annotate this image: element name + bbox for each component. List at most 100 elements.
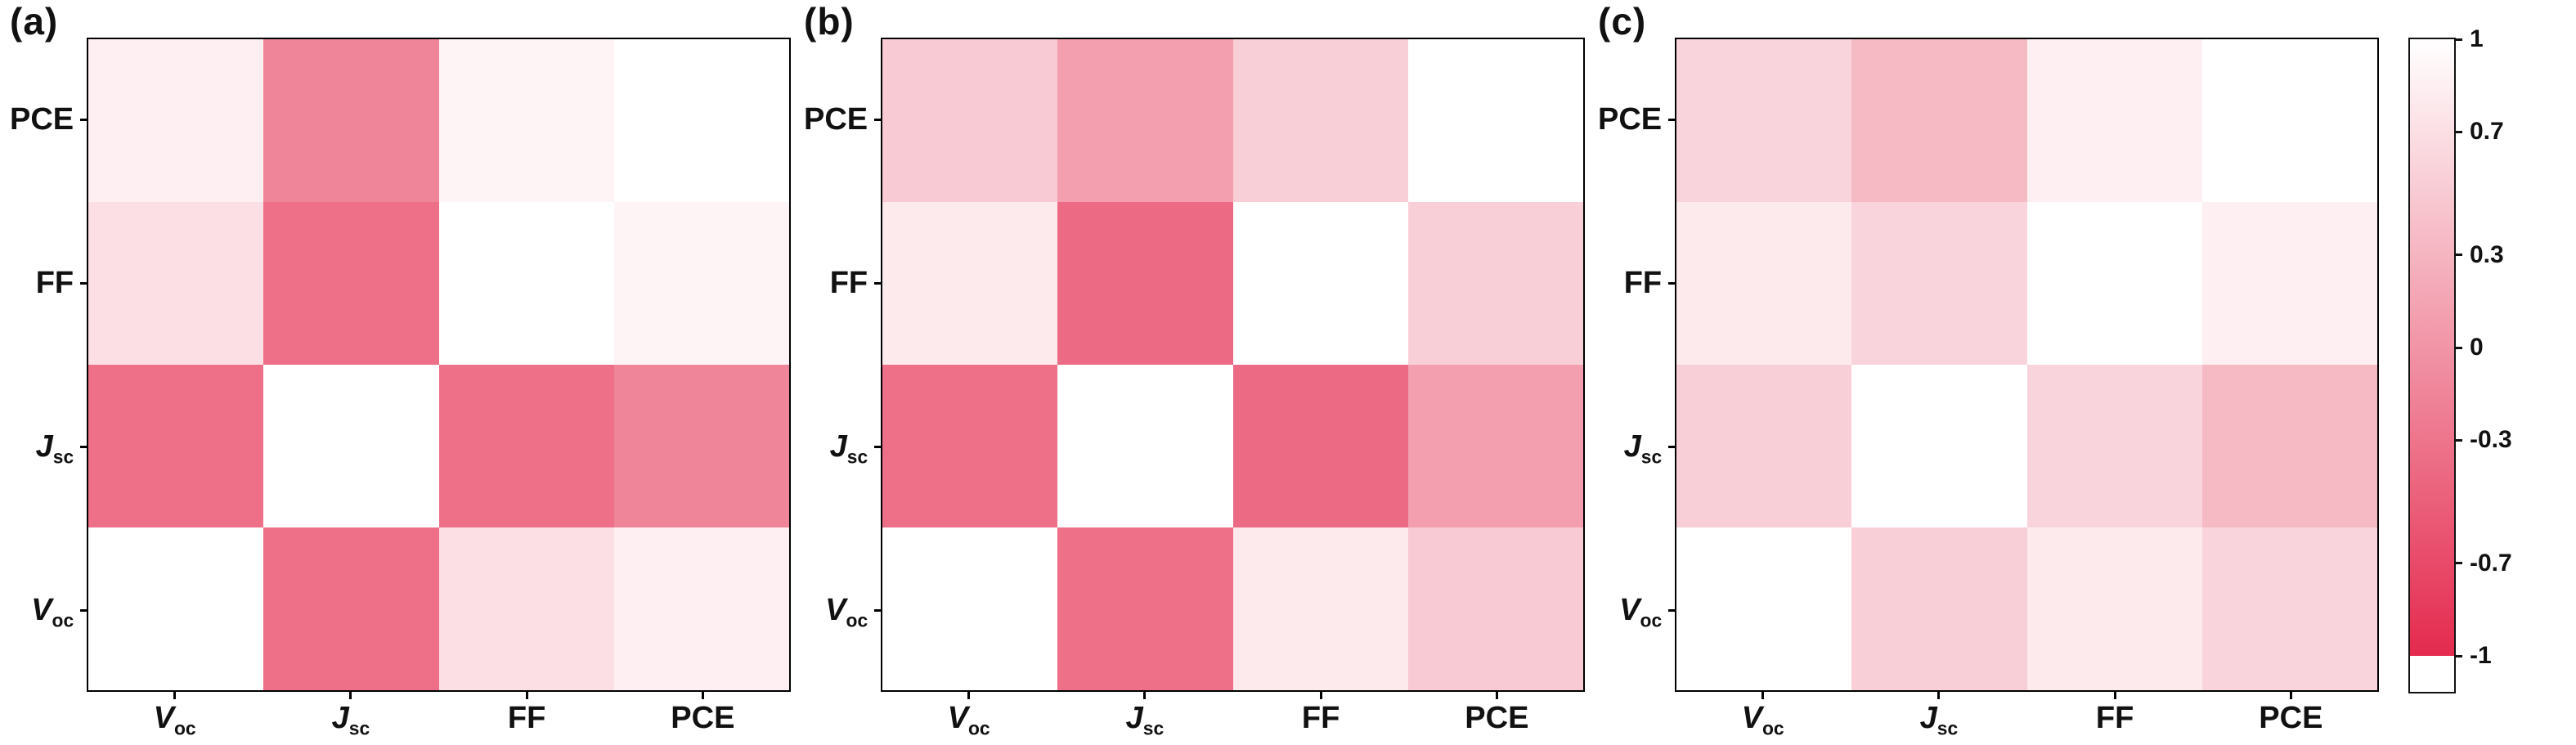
axis-label-main: PCE [1465,701,1529,735]
colorbar-tick-label: -0.7 [2470,549,2512,577]
heatmap-cell-ff-ff [1232,202,1408,365]
colorbar-tick-mark [2454,346,2462,349]
heatmap-cell-pce-voc [1676,39,1852,202]
axis-label-main: FF [507,701,546,735]
axis-label-voc: Voc [154,701,196,739]
axis-label-pce: PCE [1598,102,1662,137]
y-tick-mark [1668,608,1677,612]
x-tick-pce: PCE [2203,692,2379,741]
axis-label-pce: PCE [1465,701,1528,736]
axis-label-main: FF [1623,265,1663,300]
colorbar-bar: 1 0.7 0.3 0 -0.3 -0.7 -1 [2408,25,2512,693]
heatmap-cell-voc-jsc [1851,527,2027,690]
colorbar-tick-0.7: 0.7 [2454,118,2504,146]
axis-label-jsc: Jsc [830,429,868,468]
panel-c: (c) PCE FF Jsc Voc Voc Jsc FF PCE [1598,2,2379,745]
y-tick-mark [80,281,89,285]
x-tick-mark [1937,692,1941,699]
axis-label-main: PCE [804,101,868,137]
heatmap-plot-c [1675,38,2379,692]
colorbar-tick-label: 0.3 [2470,240,2504,268]
axis-label-subscript: oc [174,717,196,739]
heatmap-plot-b [881,38,1585,692]
axis-label-subscript: oc [52,609,74,631]
x-tick-jsc: Jsc [263,692,438,741]
axis-label-pce: PCE [671,701,734,736]
colorbar-tick-label: 0.7 [2470,118,2504,146]
axis-label-subscript: oc [1640,609,1663,631]
x-tick-voc: Voc [1675,692,1851,741]
heatmap-cell-voc-pce [2201,527,2377,690]
x-tick-ff: FF [439,692,615,741]
heatmap-cell-voc-voc [88,527,264,690]
heatmap-cell-jsc-jsc [1851,365,2027,527]
y-tick-ff: FF [1598,201,1677,365]
heatmap-cell-pce-jsc [263,39,439,202]
heatmap-cell-voc-pce [1407,527,1583,690]
axis-label-voc: Voc [1742,701,1784,739]
x-tick-mark [1495,692,1498,699]
x-axis-c: Voc Jsc FF PCE [1675,692,2379,741]
x-axis-b: Voc Jsc FF PCE [881,692,1585,741]
axis-label-main: J [35,429,53,464]
x-tick-ff: FF [2027,692,2203,741]
axis-label-main: FF [1301,701,1340,735]
y-tick-mark [80,118,89,121]
heatmap-cell-pce-ff [438,39,614,202]
y-tick-pce: PCE [1598,38,1677,201]
axis-label-voc: Voc [947,701,990,739]
y-tick-mark [1668,281,1677,285]
colorbar-tick-mark [2454,38,2462,41]
y-tick-jsc: Jsc [1598,365,1677,528]
y-tick-ff: FF [10,201,89,365]
axis-label-main: J [1919,701,1937,735]
axis-label-subscript: oc [968,717,990,739]
y-tick-mark [874,118,883,121]
heatmap-cell-jsc-jsc [263,365,439,527]
axis-label-main: V [947,701,968,735]
axis-label-ff: FF [1624,266,1662,301]
colorbar-tick-mark [2454,654,2462,657]
x-tick-mark [2289,692,2292,699]
heatmap-cell-pce-pce [613,39,789,202]
axis-label-jsc: Jsc [1125,701,1165,738]
axis-label-subscript: sc [1936,717,1959,739]
x-tick-mark [1761,692,1765,699]
axis-label-subscript: oc [1762,717,1784,739]
colorbar-tick--1: -1 [2454,642,2492,670]
heatmap-cell-pce-voc [882,39,1058,202]
x-tick-jsc: Jsc [1057,692,1232,741]
heatmap-cell-ff-pce [2201,202,2377,365]
axis-label-subscript: oc [846,609,868,631]
heatmap-cell-pce-voc [88,39,264,202]
heatmap-cell-jsc-voc [88,365,264,527]
axis-label-jsc: Jsc [1624,429,1663,466]
x-tick-voc: Voc [881,692,1057,741]
y-tick-voc: Voc [10,528,89,692]
axis-label-main: FF [2095,701,2134,735]
y-tick-mark [80,445,89,448]
axis-label-subscript: sc [846,446,868,468]
axis-label-jsc: Jsc [35,429,74,466]
colorbar-tick-mark [2454,562,2462,565]
heatmap-cell-jsc-ff [1232,365,1408,527]
colorbar-tick-0.3: 0.3 [2454,241,2504,269]
y-tick-mark [80,608,89,612]
heatmap-cell-ff-jsc [1851,202,2027,365]
panel-a: (a) PCE FF Jsc Voc Voc Jsc FF PCE [10,2,791,745]
y-tick-pce: PCE [10,38,89,201]
panel-label-b: (b) [804,0,855,43]
y-tick-mark [874,608,883,612]
y-axis-b: PCE FF Jsc Voc [804,38,883,692]
colorbar-tick-label: -1 [2470,642,2492,670]
axis-label-main: FF [829,265,868,300]
heatmap-cell-voc-voc [882,527,1058,690]
axis-label-main: J [1125,701,1143,735]
colorbar-tick-label: -0.3 [2470,426,2512,454]
y-tick-voc: Voc [1598,528,1677,692]
axis-label-ff: FF [508,701,545,736]
x-tick-mark [173,692,177,699]
colorbar-ticks: 1 0.7 0.3 0 -0.3 -0.7 -1 [2410,25,2512,692]
axis-label-main: PCE [10,101,74,137]
y-tick-voc: Voc [804,528,883,692]
